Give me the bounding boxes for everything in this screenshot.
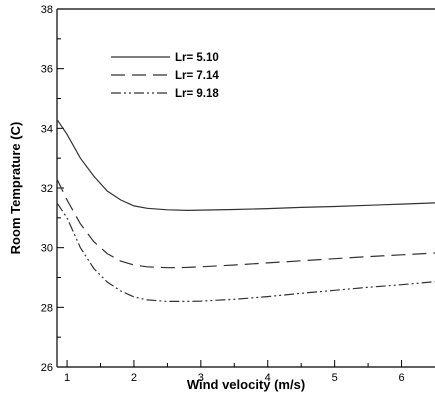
legend: Lr= 5.10 Lr= 7.14 Lr= 9.18 [111,52,219,100]
y-tick-label: 36 [41,64,53,76]
y-tick-label: 38 [41,4,53,16]
legend-label-2: Lr= 7.14 [175,70,219,82]
series-layer [56,119,435,302]
y-axis-label: Room Temprature (C) [8,122,23,255]
y-tick-label: 28 [41,302,53,314]
x-tick-label: 4 [265,372,271,384]
x-tick-label: 1 [64,372,70,384]
y-tick-label: 30 [41,243,53,255]
x-tick-label: 3 [198,372,204,384]
y-tick-label: 26 [41,362,53,374]
legend-label-1: Lr= 5.10 [175,52,219,64]
series-line-2 [56,178,435,269]
series-line-1 [56,119,435,212]
x-tick-label: 5 [332,372,338,384]
x-tick-label: 2 [131,372,137,384]
legend-label-3: Lr= 9.18 [175,88,219,100]
y-tick-label: 32 [41,183,53,195]
series-line-3 [56,202,435,302]
y-tick-label: 34 [41,123,53,135]
x-axis-label: Wind velocity (m/s) [187,377,305,392]
x-tick-label: 6 [398,372,404,384]
